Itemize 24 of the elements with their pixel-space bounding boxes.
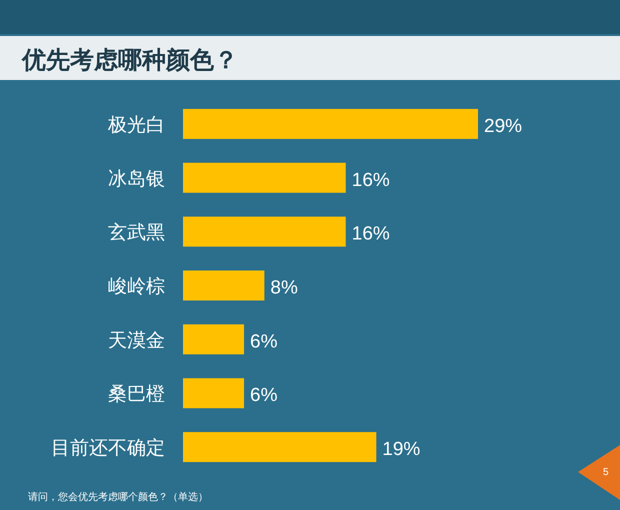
y-tick-label: 目前还不确定 bbox=[51, 437, 165, 460]
data-label: 6% bbox=[250, 385, 278, 406]
y-tick-label: 峻岭棕 bbox=[108, 276, 165, 298]
data-label: 16% bbox=[352, 170, 390, 191]
data-label: 19% bbox=[382, 439, 420, 460]
bar bbox=[183, 216, 346, 247]
y-tick-label: 天漠金 bbox=[108, 330, 165, 352]
y-tick-label: 极光白 bbox=[107, 114, 165, 136]
data-label: 16% bbox=[352, 224, 390, 245]
bar bbox=[183, 108, 478, 139]
text: 请问，您会优先考虑哪个颜色？（单选） bbox=[28, 491, 208, 503]
bar bbox=[183, 324, 244, 354]
chart-title: 优先考虑哪种颜色？ bbox=[21, 47, 238, 74]
bar bbox=[183, 432, 376, 462]
bar bbox=[183, 378, 244, 408]
bar bbox=[183, 162, 346, 193]
text: 5 bbox=[603, 467, 609, 478]
data-label: 29% bbox=[484, 116, 522, 137]
y-tick-label: 冰岛银 bbox=[108, 168, 165, 190]
bar bbox=[183, 270, 264, 300]
y-tick-label: 桑巴橙 bbox=[108, 384, 165, 406]
y-tick-label: 玄武黑 bbox=[108, 222, 165, 244]
data-label: 6% bbox=[250, 331, 278, 352]
data-label: 8% bbox=[270, 278, 298, 298]
